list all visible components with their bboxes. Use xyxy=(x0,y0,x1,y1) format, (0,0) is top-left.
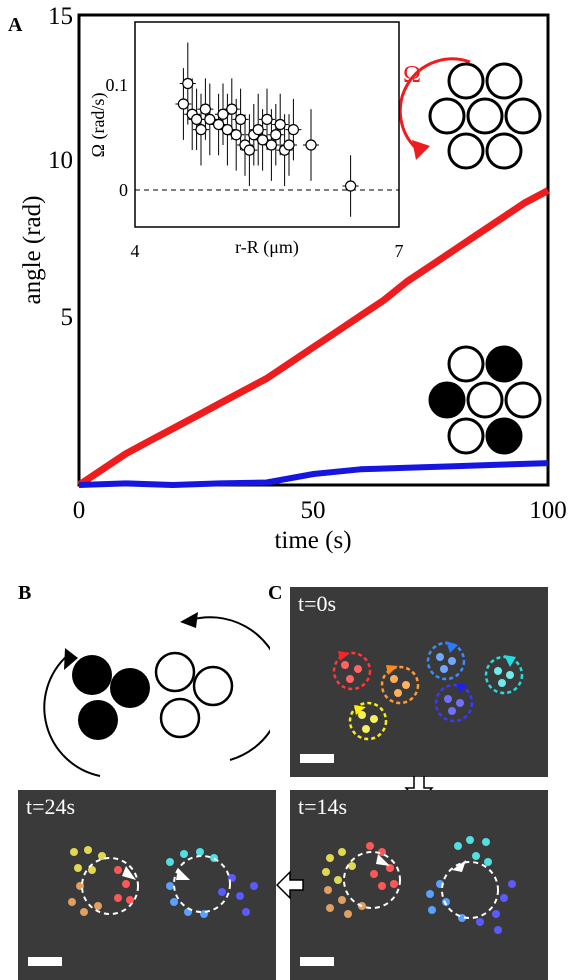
frame-t24: t=24s xyxy=(18,790,276,980)
inset-point xyxy=(261,113,273,125)
inset-point xyxy=(252,124,264,136)
scale-bar-t14 xyxy=(300,957,334,966)
cluster-right-particles xyxy=(426,836,516,934)
arrow-right-icon-24 xyxy=(176,868,190,880)
panel-b-letter: B xyxy=(18,582,32,604)
x-tick-100: 100 xyxy=(529,497,567,524)
rotation-arrowhead-icon xyxy=(412,140,430,160)
y-tick-5: 5 xyxy=(61,304,74,331)
trimer-lightblue xyxy=(426,641,466,681)
trimer-yellow xyxy=(348,701,388,741)
inset-point xyxy=(177,98,189,110)
main-plot-frame xyxy=(77,13,550,487)
rotation-arrow-icon xyxy=(398,57,471,152)
left-rotation-arrow-icon xyxy=(43,654,101,777)
inset-point xyxy=(182,77,194,90)
inset-point xyxy=(257,134,269,146)
cluster-left-particles xyxy=(322,842,398,918)
panel-a-letter: A xyxy=(8,14,23,36)
cluster-left-particles-24 xyxy=(68,846,134,916)
inset-x-tick-4: 4 xyxy=(131,241,140,261)
inset-y-tick-0: 0 xyxy=(119,180,128,200)
frame-t14-time: t=14s xyxy=(298,794,348,819)
inset-point xyxy=(221,124,233,136)
arrow-left-icon-24 xyxy=(122,866,136,880)
inset-y-tick-01: 0.1 xyxy=(106,75,129,95)
scale-bar-t24 xyxy=(28,957,62,966)
mixed-cluster-icon xyxy=(428,345,542,455)
inset-point xyxy=(230,129,242,141)
inset-x-axis-title: r-R (μm) xyxy=(235,237,299,258)
inset-y-axis-title: Ω (rad/s) xyxy=(88,93,109,158)
inset-point xyxy=(213,118,225,131)
trimer-red xyxy=(332,651,372,691)
open-cluster-icon xyxy=(428,62,542,170)
inset-point xyxy=(265,139,277,151)
left-arrowhead-icon xyxy=(64,648,78,670)
x-tick-0: 0 xyxy=(73,497,86,524)
arrow-left-icon xyxy=(376,854,390,866)
scale-bar-t0 xyxy=(300,754,334,763)
inset-point xyxy=(345,180,357,192)
inset-point xyxy=(274,118,286,131)
panel-b-diagram xyxy=(43,612,270,777)
inset-point xyxy=(235,113,247,125)
inset-point xyxy=(226,103,238,115)
open-trimer-icon xyxy=(154,651,234,739)
frame-t14: t=14s xyxy=(290,790,548,980)
y-axis-title: angle (rad) xyxy=(19,196,46,305)
dashed-ring-left-24 xyxy=(81,857,139,915)
panel-a-chart: 0 50 100 5 10 15 time (s) angle (rad) Ω … xyxy=(19,3,567,554)
inset-point xyxy=(305,139,317,151)
arrow-right-icon xyxy=(452,860,466,872)
y-tick-10: 10 xyxy=(48,147,73,174)
inset-point xyxy=(270,129,282,141)
inset-point xyxy=(195,124,207,136)
inset-point xyxy=(283,139,295,151)
x-axis-title: time (s) xyxy=(274,527,351,554)
inset-point xyxy=(191,113,203,125)
right-arrowhead-icon xyxy=(180,612,198,628)
trimer-cyan xyxy=(484,655,524,695)
dashed-ring-right-24 xyxy=(173,855,231,913)
dashed-ring-left xyxy=(343,851,401,909)
dashed-ring-right xyxy=(441,861,499,919)
series-clockwise-line xyxy=(77,187,550,488)
x-tick-50: 50 xyxy=(301,497,326,524)
trimer-orange xyxy=(380,665,420,705)
frame-t0: t=0s xyxy=(290,587,548,777)
frame-t0-time: t=0s xyxy=(298,591,337,616)
frame-t24-time: t=24s xyxy=(26,794,76,819)
y-tick-15: 15 xyxy=(48,3,73,30)
inset-point xyxy=(217,108,229,120)
inset-point xyxy=(204,113,216,125)
right-rotation-arrow-icon xyxy=(189,616,270,761)
panel-c-letter: C xyxy=(268,582,283,604)
inset-point xyxy=(287,124,299,136)
filled-trimer-icon xyxy=(72,655,150,740)
series-mixed-line xyxy=(78,460,549,488)
cluster-right-particles-24 xyxy=(166,848,258,918)
inset-scatter xyxy=(175,42,359,217)
trimer-blue xyxy=(434,683,474,723)
left-arrow-icon xyxy=(276,870,304,900)
omega-label: Ω xyxy=(403,62,421,88)
inset-x-tick-7: 7 xyxy=(395,241,404,261)
inset-point xyxy=(199,103,211,115)
inset-point xyxy=(243,144,255,156)
